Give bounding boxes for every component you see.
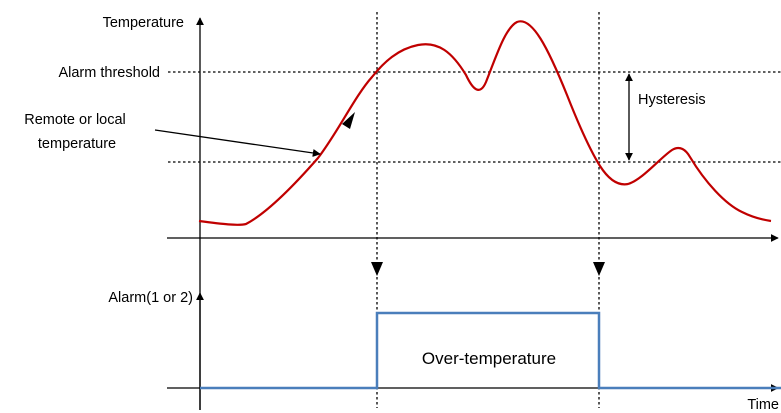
alarm-axis-label: Alarm(1 or 2) [108, 290, 193, 306]
alarm-signal [200, 311, 781, 390]
hysteresis-label: Hysteresis [638, 92, 706, 108]
temperature-curve-arrowhead [342, 112, 355, 129]
time-axis-label: Time [747, 397, 779, 413]
alarm-clear-down-arrow [593, 262, 605, 276]
remote-temperature-label-line2: temperature [38, 136, 116, 152]
remote-temperature-label-line1: Remote or local [24, 112, 126, 128]
temperature-axis-label: Temperature [103, 15, 184, 31]
alarm-set-down-arrow [371, 262, 383, 276]
temperature-curve [198, 20, 772, 226]
remote-temperature-pointer [154, 129, 321, 157]
alarm-threshold-label: Alarm threshold [58, 65, 160, 81]
over-temperature-label: Over-temperature [422, 349, 556, 368]
